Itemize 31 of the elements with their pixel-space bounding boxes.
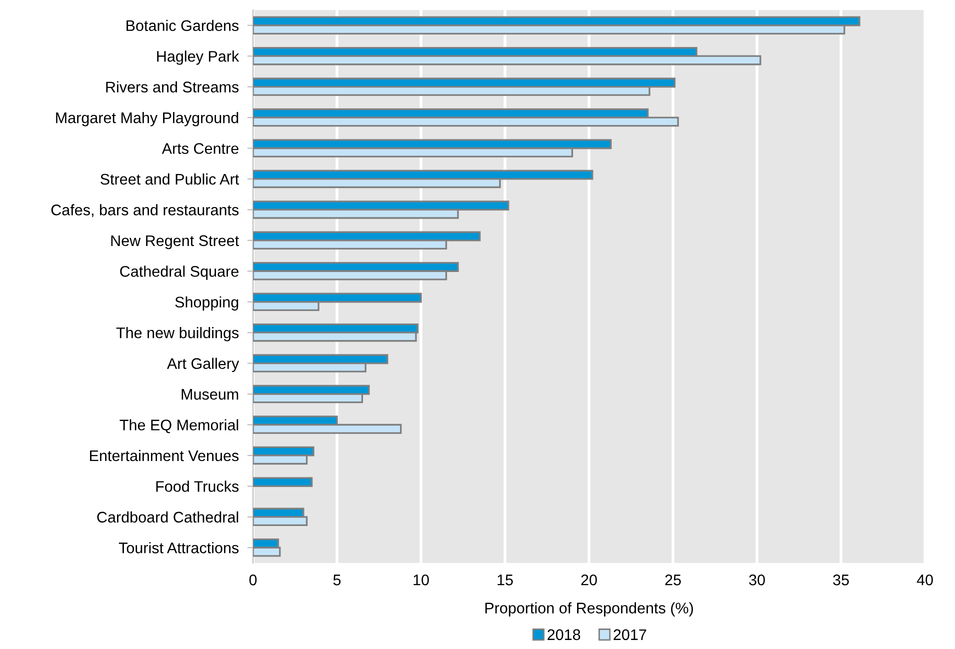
y-tick-label: Arts Centre <box>162 143 238 154</box>
y-tick-label: Food Trucks <box>156 480 239 492</box>
x-tick-label: 20 <box>581 574 597 586</box>
y-tick-label: Tourist Attractions <box>118 542 239 554</box>
x-tick-label: 30 <box>749 574 765 586</box>
x-tick-label: 10 <box>414 574 429 586</box>
x-axis-title: Proportion of Respondents (%) <box>485 602 693 616</box>
legend-label: 2018 <box>548 629 580 640</box>
x-tick-label: 35 <box>833 574 849 586</box>
y-tick-label: Shopping <box>175 296 238 311</box>
x-tick-label: 15 <box>498 574 513 586</box>
y-tick-label: Entertainment Venues <box>90 450 239 462</box>
y-tick-label: Museum <box>182 389 238 400</box>
legend-label: 2017 <box>614 629 646 640</box>
y-tick-label: Hagley Park <box>157 50 240 65</box>
y-tick-label: Cafes, bars and restaurants <box>51 204 239 218</box>
y-tick-label: Botanic Gardens <box>126 20 239 32</box>
y-tick-label: Cardboard Cathedral <box>97 511 238 523</box>
y-tick-label: Rivers and Streams <box>106 81 239 92</box>
x-tick-label: 0 <box>249 574 257 586</box>
y-tick-label: The EQ Memorial <box>120 419 238 434</box>
y-tick-label: Street and Public Art <box>100 173 240 185</box>
bar <box>253 477 313 488</box>
y-tick-label: The new buildings <box>116 327 239 342</box>
y-tick-label: Margaret Mahy Playground <box>56 112 238 126</box>
x-tick-label: 5 <box>333 574 341 586</box>
y-tick-label: Art Gallery <box>166 358 240 372</box>
x-tick-label: 40 <box>916 574 933 586</box>
y-tick-label: New Regent Street <box>111 235 240 250</box>
y-tick-label: Cathedral Square <box>120 266 238 280</box>
x-tick-label: 25 <box>665 574 681 586</box>
